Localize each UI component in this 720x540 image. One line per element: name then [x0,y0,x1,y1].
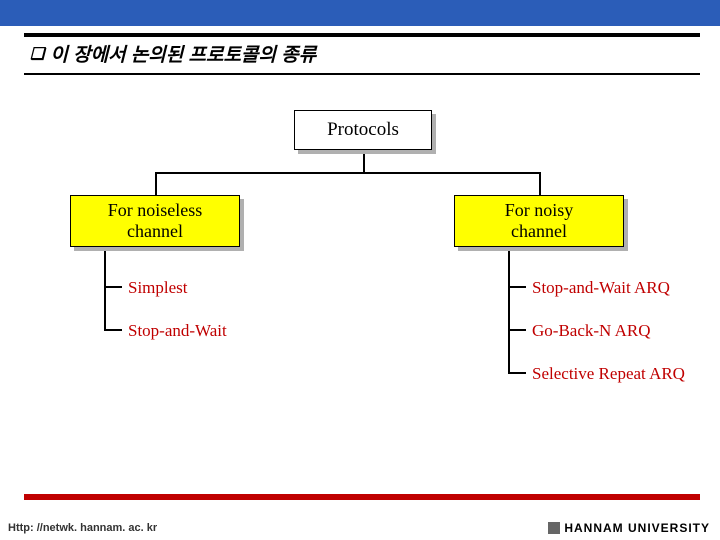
left-box: For noiseless channel [70,195,240,247]
left-box-line1: For noiseless [108,200,203,221]
university-logo-icon [548,522,560,534]
line-horiz-top [155,172,539,174]
line-right-h2 [508,329,526,331]
line-right-h3 [508,372,526,374]
right-box-line2: channel [511,221,567,242]
line-left-vert [104,251,106,329]
slide-title-row: ❑ 이 장에서 논의된 프로토콜의 종류 [30,40,316,67]
left-branch-node: For noiseless channel [70,195,240,247]
right-box: For noisy channel [454,195,624,247]
leaf-selective-repeat-arq: Selective Repeat ARQ [532,364,685,384]
line-to-right-box [539,172,541,195]
line-to-left-box [155,172,157,195]
line-left-h1 [104,286,122,288]
right-box-line1: For noisy [505,200,574,221]
root-box: Protocols [294,110,432,150]
right-branch-node: For noisy channel [454,195,624,247]
leaf-go-back-n-arq: Go-Back-N ARQ [532,321,651,341]
header-rule-top [24,33,700,37]
footer: Http: //netwk. hannam. ac. kr HANNAM UNI… [0,516,720,540]
top-bar [0,0,720,26]
leaf-stop-and-wait-arq: Stop-and-Wait ARQ [532,278,670,298]
footer-university: HANNAM UNIVERSITY [548,521,710,535]
footer-right-text: HANNAM UNIVERSITY [564,521,710,535]
leaf-simplest: Simplest [128,278,188,298]
line-right-h1 [508,286,526,288]
root-label: Protocols [327,119,399,141]
left-box-line2: channel [127,221,183,242]
header-rule-mid [24,73,700,75]
line-root-down [363,154,365,172]
line-left-h2 [104,329,122,331]
bullet-icon: ❑ [30,44,44,64]
footer-bar [24,494,700,500]
root-node: Protocols [294,110,432,150]
line-right-vert [508,251,510,372]
leaf-stop-and-wait: Stop-and-Wait [128,321,227,341]
footer-url: Http: //netwk. hannam. ac. kr [8,522,157,534]
slide-title: 이 장에서 논의된 프로토콜의 종류 [50,40,316,67]
